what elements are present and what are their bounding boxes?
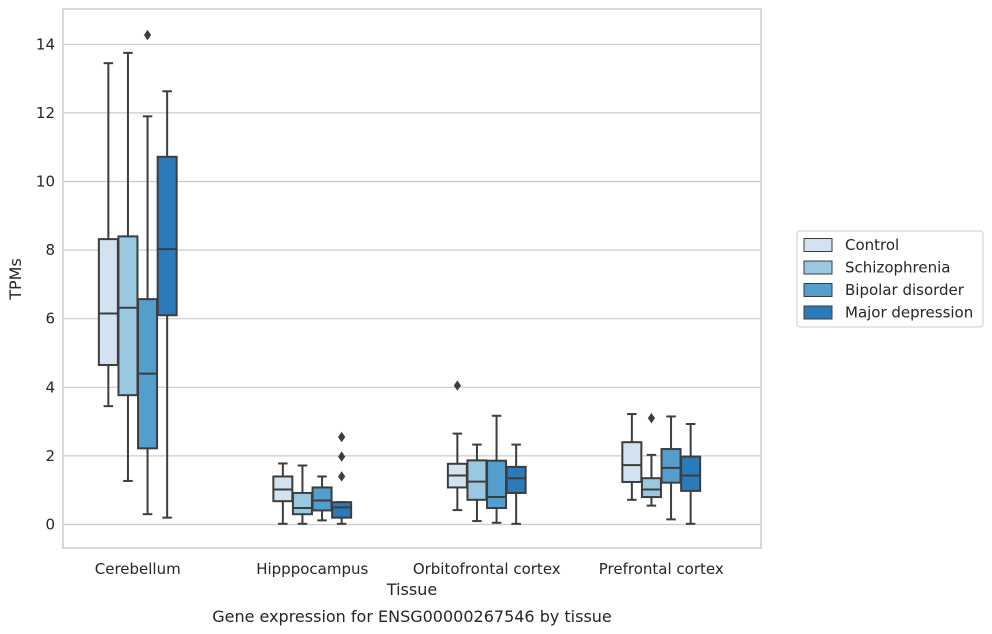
box-major-depression-3: [680, 423, 702, 525]
box-schizophrenia-3: [640, 412, 662, 507]
y-tick-label: 4: [45, 378, 55, 396]
x-tick-label: Prefrontal cortex: [599, 560, 724, 578]
box-body: [505, 465, 527, 494]
box-bipolar-disorder-1: [311, 475, 333, 522]
outlier-point: [453, 380, 461, 391]
box-body: [331, 501, 353, 519]
legend-swatch: [803, 260, 833, 275]
box-control-3: [621, 413, 643, 501]
legend-label: Schizophrenia: [845, 259, 950, 277]
box-major-depression-1: [331, 431, 353, 525]
x-tick-label: Hipppocampus: [256, 560, 368, 578]
box-body: [117, 235, 139, 397]
x-tick-labels: Cerebellum Hipppocampus Orbitofrontal cort…: [95, 560, 724, 578]
outlier-point: [338, 451, 346, 462]
legend-label: Control: [845, 236, 899, 254]
outlier-point: [143, 29, 152, 41]
x-tick-label: Cerebellum: [95, 560, 181, 578]
box-bipolar-disorder-3: [660, 415, 682, 521]
y-tick-label: 8: [45, 241, 55, 259]
box-body: [660, 448, 682, 484]
box-body: [291, 491, 313, 516]
plot-background: [63, 9, 761, 548]
legend-label: Bipolar disorder: [845, 281, 965, 299]
legend-swatch: [803, 305, 833, 320]
legend-swatch: [803, 283, 833, 297]
box-body: [486, 459, 508, 510]
box-body: [311, 486, 333, 512]
legend-swatch: [803, 238, 833, 252]
box-major-depression-2: [505, 443, 527, 525]
legend: Control Schizophrenia Bipolar disorder Majo…: [796, 230, 984, 328]
box-control-1: [272, 462, 294, 525]
outlier-point: [338, 471, 346, 482]
box-bipolar-disorder-2: [486, 414, 508, 524]
box-body: [156, 155, 178, 317]
box-bipolar-disorder-0: [137, 29, 159, 516]
box-control-2: [446, 380, 468, 512]
box-body: [466, 459, 488, 501]
box-body: [621, 441, 643, 483]
chart-caption: Gene expression for ENSG00000267546 by t…: [212, 607, 612, 626]
x-tick-label: Orbitofrontal cortex: [413, 560, 561, 578]
y-axis-title: TPMs: [6, 258, 25, 301]
grid-lines: [63, 43, 761, 526]
box-body: [680, 455, 702, 492]
legend-label: Major depression: [845, 304, 973, 322]
box-major-depression-0: [156, 90, 178, 519]
legend-frame: [796, 230, 984, 328]
box-control-0: [97, 62, 119, 408]
plot-frame: [62, 8, 762, 549]
outlier-point: [338, 431, 346, 443]
outlier-point: [647, 412, 656, 424]
y-tick-label: 14: [36, 35, 55, 53]
boxes-layer: [97, 29, 702, 525]
y-tick-label: 2: [45, 447, 55, 465]
box-body: [640, 477, 662, 499]
y-tick-labels: 0 2 4 6 8 10 12 14: [36, 35, 55, 533]
y-tick-label: 6: [45, 310, 55, 328]
x-axis-title: Tissue: [386, 580, 437, 599]
y-tick-label: 12: [36, 104, 55, 122]
y-tick-label: 0: [45, 516, 55, 534]
y-tick-label: 10: [36, 173, 55, 191]
box-body: [97, 238, 119, 367]
